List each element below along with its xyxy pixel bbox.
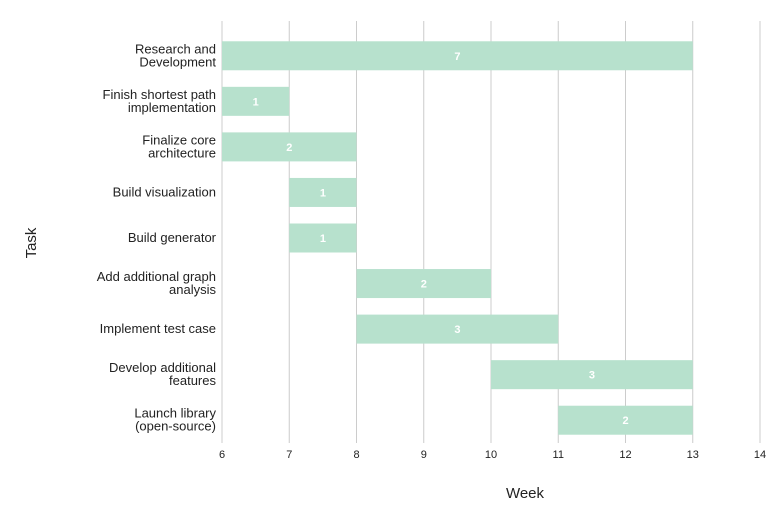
bar-value-label: 2 [421, 279, 427, 291]
bar-value-label: 1 [253, 96, 259, 108]
task-bar [222, 41, 693, 71]
x-tick-label: 14 [754, 449, 766, 461]
task-label-line: Build generator [128, 230, 217, 245]
task-label: Build generator [128, 230, 217, 245]
task-label: Implement test case [100, 321, 216, 336]
task-label-line: implementation [128, 100, 216, 115]
task-bar [222, 132, 357, 162]
task-label-line: Finalize core [142, 132, 216, 147]
task-label-line: Launch library [134, 406, 216, 421]
x-tick-label: 8 [353, 449, 359, 461]
x-tick-label: 13 [687, 449, 699, 461]
x-tick-label: 7 [286, 449, 292, 461]
task-label-line: Build visualization [113, 184, 216, 199]
x-tick-label: 11 [553, 449, 564, 461]
x-tick-label: 12 [619, 449, 631, 461]
task-bar [558, 405, 693, 435]
bar-value-label: 2 [286, 142, 292, 154]
task-label: Launch library (open-source) [134, 406, 216, 434]
task-bar [222, 86, 290, 116]
x-axis-ticks: 6 7 8 9 10 11 12 13 14 [219, 449, 766, 461]
task-label: Finalize core architecture [142, 132, 216, 160]
task-label-line: Develop additional [109, 360, 216, 375]
bar-value-label: 7 [454, 51, 460, 63]
bars: 7 1 2 1 1 2 3 3 2 [222, 41, 693, 435]
task-label: Develop additional features [109, 360, 216, 388]
x-axis-title: Week [506, 485, 545, 502]
bar-value-label: 1 [320, 187, 326, 199]
y-axis-title: Task [23, 227, 40, 258]
task-label-line: (open-source) [135, 419, 216, 434]
task-bar [356, 269, 491, 299]
x-tick-label: 9 [421, 449, 427, 461]
task-labels: Research and Development Finish shortest p… [97, 41, 217, 433]
task-label-line: analysis [169, 282, 216, 297]
task-bar [289, 223, 357, 253]
task-label-line: features [169, 373, 216, 388]
task-bar [356, 314, 559, 344]
bar-value-label: 1 [320, 233, 326, 245]
task-label: Research and Development [135, 41, 216, 69]
task-label-line: Research and [135, 41, 216, 56]
task-label-line: Implement test case [100, 321, 216, 336]
task-label: Add additional graph analysis [97, 269, 217, 297]
task-label-line: Finish shortest path [103, 87, 216, 102]
bar-value-label: 2 [622, 415, 628, 427]
task-bar [491, 360, 693, 390]
x-tick-label: 10 [485, 449, 497, 461]
task-label-line: architecture [148, 145, 216, 160]
bar-value-label: 3 [589, 370, 595, 382]
task-bar [289, 177, 357, 207]
task-label: Finish shortest path implementation [103, 87, 216, 115]
task-label-line: Add additional graph [97, 269, 216, 284]
task-label-line: Development [139, 54, 216, 69]
bar-value-label: 3 [454, 324, 460, 336]
task-label: Build visualization [113, 184, 216, 199]
x-tick-label: 6 [219, 449, 225, 461]
